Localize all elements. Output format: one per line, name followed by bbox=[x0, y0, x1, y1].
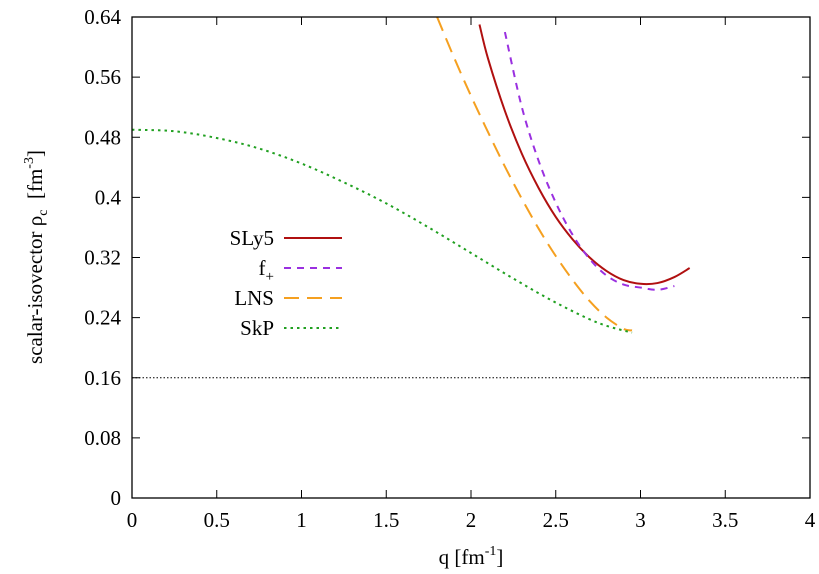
y-tick-label: 0.08 bbox=[84, 426, 121, 450]
series-line-f- bbox=[503, 31, 675, 291]
y-axis-label-mid: [fm bbox=[23, 169, 47, 210]
series-line-lns bbox=[436, 17, 633, 332]
legend-label: SLy5 bbox=[230, 226, 274, 250]
x-tick-label: 3 bbox=[635, 508, 646, 532]
legend-label: f+ bbox=[259, 256, 274, 285]
x-tick-labels: 0 0.5 1 1.5 2 2.5 3 3.5 4 bbox=[127, 508, 816, 532]
y-axis-label: scalar-isovector ρc [fm-3] bbox=[22, 150, 51, 364]
x-tick-label: 0 bbox=[127, 508, 138, 532]
y-tick-label: 0 bbox=[111, 486, 122, 510]
y-axis-label-sub: c bbox=[36, 210, 51, 216]
y-tick-label: 0.32 bbox=[84, 246, 121, 270]
x-tick-label: 1.5 bbox=[373, 508, 399, 532]
x-axis-label-sup: -1 bbox=[485, 544, 497, 559]
x-tick-label: 0.5 bbox=[204, 508, 230, 532]
series-line-sly5 bbox=[478, 24, 691, 286]
y-tick-label: 0.48 bbox=[84, 125, 121, 149]
x-axis-label: q [fm-1] bbox=[439, 544, 504, 569]
x-tick-label: 3.5 bbox=[712, 508, 738, 532]
legend-label: SkP bbox=[240, 316, 274, 340]
axis-ticks bbox=[131, 16, 811, 499]
y-axis-label-tail: ] bbox=[23, 150, 47, 157]
y-tick-label: 0.4 bbox=[95, 185, 122, 209]
y-tick-label: 0.56 bbox=[84, 65, 121, 89]
plot-frame bbox=[131, 16, 811, 499]
x-tick-label: 2 bbox=[466, 508, 477, 532]
y-axis-label-sup: -3 bbox=[22, 157, 37, 169]
y-tick-label: 0.24 bbox=[84, 306, 121, 330]
x-tick-label: 2.5 bbox=[543, 508, 569, 532]
x-tick-label: 4 bbox=[805, 508, 816, 532]
y-tick-labels: 0 0.08 0.16 0.24 0.32 0.4 0.48 0.56 0.64 bbox=[84, 5, 121, 510]
y-tick-label: 0.64 bbox=[84, 5, 121, 29]
y-axis-label-base: scalar-isovector ρ bbox=[23, 216, 47, 364]
legend-label: LNS bbox=[234, 286, 274, 310]
series-layer bbox=[132, 17, 691, 334]
y-tick-label: 0.16 bbox=[84, 366, 121, 390]
legend: SLy5 f+LNS SkP bbox=[230, 226, 342, 340]
x-axis-label-tail: ] bbox=[496, 545, 503, 569]
x-axis-label-base: q [fm bbox=[439, 545, 485, 569]
x-tick-label: 1 bbox=[296, 508, 307, 532]
series-line-skp bbox=[132, 128, 633, 334]
